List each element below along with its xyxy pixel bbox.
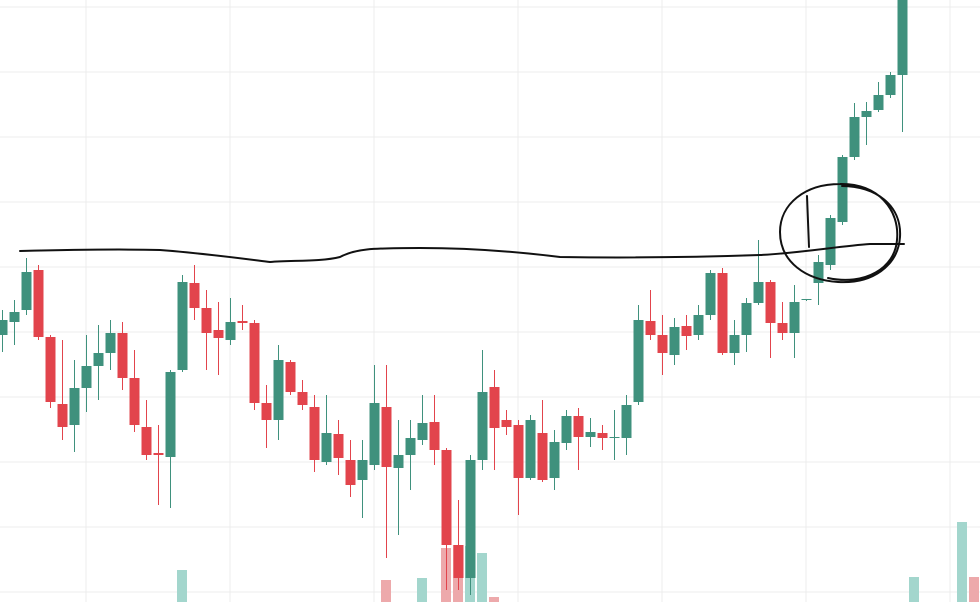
volume-bar bbox=[477, 553, 488, 602]
candle-body bbox=[393, 455, 404, 468]
candle-body bbox=[669, 327, 680, 355]
candle-body bbox=[213, 330, 224, 338]
volume-bar bbox=[957, 522, 967, 602]
candle-body bbox=[225, 322, 236, 340]
candle-layer bbox=[0, 0, 908, 595]
candle-body bbox=[249, 323, 260, 403]
candle-body bbox=[597, 433, 608, 438]
drawn-resistance-line bbox=[19, 243, 905, 263]
volume-bar bbox=[489, 597, 500, 602]
candle-body bbox=[417, 423, 428, 440]
volume-bar bbox=[969, 577, 979, 602]
candle-body bbox=[813, 262, 824, 283]
candle-body bbox=[621, 405, 632, 438]
volume-bar bbox=[417, 578, 428, 602]
candle-body bbox=[729, 335, 740, 353]
candle-body bbox=[885, 75, 896, 95]
candle-body bbox=[93, 353, 104, 366]
candle-body bbox=[57, 404, 68, 427]
candle-body bbox=[693, 315, 704, 335]
candle-body bbox=[81, 366, 92, 388]
candle-body bbox=[501, 420, 512, 427]
candle-body bbox=[285, 362, 296, 392]
candle-body bbox=[873, 95, 884, 110]
candle-body bbox=[585, 432, 596, 437]
candle-body bbox=[189, 283, 200, 308]
candle-body bbox=[153, 453, 164, 455]
hand-drawn-annotation bbox=[19, 182, 905, 284]
candle-body bbox=[465, 460, 476, 578]
candle-body bbox=[345, 460, 356, 485]
drawn-circle bbox=[779, 182, 902, 284]
candle-body bbox=[141, 427, 152, 455]
candle-body bbox=[861, 111, 872, 117]
candle-body bbox=[717, 273, 728, 353]
candle-body bbox=[441, 450, 452, 545]
candle-body bbox=[117, 333, 128, 378]
candle-body bbox=[21, 272, 32, 310]
candle-body bbox=[897, 0, 908, 75]
candle-body bbox=[273, 360, 284, 420]
candle-body bbox=[357, 460, 368, 480]
candle-body bbox=[309, 407, 320, 460]
candle-body bbox=[849, 117, 860, 157]
candle-body bbox=[681, 326, 692, 336]
candle-body bbox=[0, 320, 8, 335]
candle-body bbox=[657, 335, 668, 353]
candle-body bbox=[105, 333, 116, 353]
candle-body bbox=[801, 299, 812, 300]
candle-body bbox=[177, 282, 188, 370]
candle-body bbox=[165, 372, 176, 457]
candle-body bbox=[477, 392, 488, 460]
drawn-tick bbox=[806, 195, 810, 248]
candle-body bbox=[45, 337, 56, 402]
volume-bar bbox=[381, 580, 392, 602]
candle-body bbox=[333, 434, 344, 458]
candle-body bbox=[321, 433, 332, 462]
candle-body bbox=[645, 321, 656, 335]
candle-body bbox=[369, 403, 380, 465]
candle-body bbox=[201, 308, 212, 333]
candle-body bbox=[789, 302, 800, 333]
candle-body bbox=[837, 157, 848, 222]
candle-body bbox=[537, 433, 548, 480]
candle-body bbox=[381, 407, 392, 467]
candle-body bbox=[525, 420, 536, 478]
candle-body bbox=[633, 320, 644, 402]
candle-body bbox=[453, 545, 464, 578]
candle-body bbox=[405, 438, 416, 455]
candle-body bbox=[609, 437, 620, 438]
candle-body bbox=[489, 387, 500, 428]
candle-body bbox=[33, 270, 44, 337]
candle-body bbox=[561, 416, 572, 443]
candle-body bbox=[765, 282, 776, 323]
candle-body bbox=[297, 392, 308, 405]
volume-bar bbox=[909, 577, 919, 602]
candle-body bbox=[429, 422, 440, 450]
volume-layer bbox=[177, 522, 979, 602]
candle-body bbox=[753, 282, 764, 303]
candle-body bbox=[9, 312, 20, 322]
candle-body bbox=[825, 218, 836, 265]
candle-body bbox=[261, 403, 272, 420]
candle-body bbox=[129, 378, 140, 425]
candle-body bbox=[513, 425, 524, 478]
candle-body bbox=[777, 323, 788, 333]
candle-body bbox=[573, 416, 584, 437]
candle-body bbox=[69, 388, 80, 425]
candle-body bbox=[549, 442, 560, 478]
candle-body bbox=[705, 273, 716, 315]
candle-body bbox=[237, 321, 248, 323]
candle-body bbox=[741, 303, 752, 335]
volume-bar bbox=[177, 570, 188, 602]
